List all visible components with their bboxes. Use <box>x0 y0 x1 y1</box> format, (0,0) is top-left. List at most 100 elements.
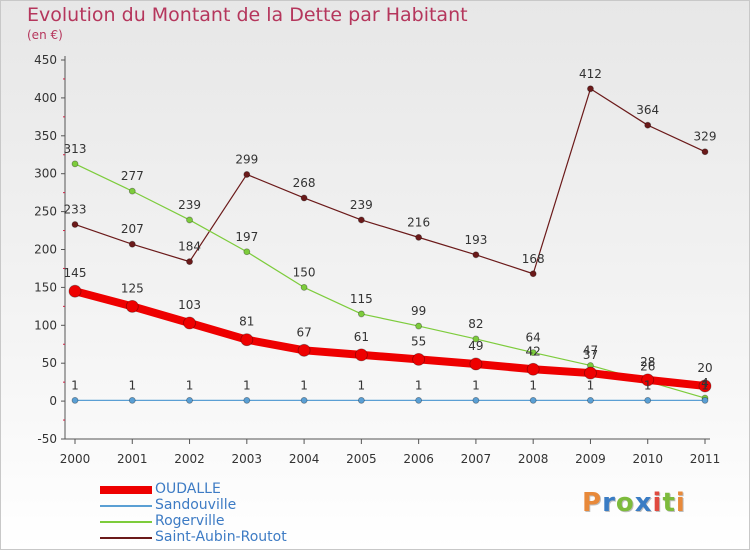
data-label-rogerville: 82 <box>468 317 483 331</box>
data-point-saint-aubin-routot <box>300 194 308 202</box>
data-label-oudalle: 103 <box>178 298 201 312</box>
data-point-rogerville <box>300 283 308 291</box>
x-tick-label: 2002 <box>174 452 205 466</box>
data-point-sandouville <box>128 396 136 404</box>
data-label-sandouville: 1 <box>701 378 709 392</box>
data-label-saint-aubin-routot: 207 <box>121 222 144 236</box>
data-label-sandouville: 1 <box>587 378 595 392</box>
data-label-rogerville: 26 <box>640 359 655 373</box>
data-label-sandouville: 1 <box>186 378 194 392</box>
x-tick-label: 2005 <box>346 452 377 466</box>
x-tick-label: 2008 <box>518 452 549 466</box>
y-tick-label: 50 <box>42 356 57 370</box>
y-tick-label: 450 <box>34 53 57 67</box>
data-point-oudalle <box>469 357 483 371</box>
data-label-rogerville: 197 <box>235 230 258 244</box>
data-label-sandouville: 1 <box>358 378 366 392</box>
chart-series <box>68 85 712 404</box>
x-tick-label: 2000 <box>60 452 91 466</box>
data-point-oudalle <box>183 316 196 330</box>
y-tick-label: 100 <box>34 318 57 332</box>
data-label-sandouville: 1 <box>415 378 423 392</box>
data-point-saint-aubin-routot <box>529 270 537 278</box>
data-label-saint-aubin-routot: 364 <box>636 103 659 117</box>
series-line-saint-aubin-routot <box>74 88 706 275</box>
legend-swatch-oudalle <box>100 486 152 494</box>
y-tick-label: 250 <box>34 205 57 219</box>
data-label-sandouville: 1 <box>529 378 537 392</box>
data-point-saint-aubin-routot <box>644 121 652 129</box>
data-label-oudalle: 37 <box>583 348 598 362</box>
data-point-sandouville <box>472 396 480 404</box>
data-label-saint-aubin-routot: 193 <box>464 233 487 247</box>
x-tick-label: 2006 <box>403 452 434 466</box>
data-point-sandouville <box>71 396 79 404</box>
logo-letter: P <box>582 488 603 518</box>
data-label-rogerville: 64 <box>526 331 541 345</box>
data-label-rogerville: 115 <box>350 292 373 306</box>
data-point-saint-aubin-routot <box>701 148 709 156</box>
data-point-rogerville <box>472 335 480 343</box>
data-label-sandouville: 1 <box>128 378 136 392</box>
data-label-rogerville: 4 <box>701 376 709 390</box>
data-point-rogerville <box>243 248 251 256</box>
x-tick-label: 2009 <box>575 452 606 466</box>
data-label-oudalle: 42 <box>526 344 541 358</box>
legend-label-sandouville: Sandouville <box>155 497 237 513</box>
x-tick-label: 2003 <box>232 452 263 466</box>
y-tick-label: 350 <box>34 129 57 143</box>
chart-axes: -50 0 50 100 150 200 250 300 350 400 450 2000 2001 20… <box>34 53 720 466</box>
data-point-oudalle <box>125 299 139 313</box>
data-point-sandouville <box>357 396 365 404</box>
data-point-saint-aubin-routot <box>128 240 136 248</box>
data-label-rogerville: 277 <box>121 169 144 183</box>
data-point-sandouville <box>644 396 652 404</box>
data-label-saint-aubin-routot: 268 <box>293 176 316 190</box>
series-line-rogerville <box>74 163 706 399</box>
series-sandouville <box>71 396 709 404</box>
data-label-saint-aubin-routot: 233 <box>64 202 87 216</box>
data-label-rogerville: 239 <box>178 198 201 212</box>
data-point-saint-aubin-routot <box>587 85 594 93</box>
data-point-oudalle <box>584 366 597 380</box>
data-point-saint-aubin-routot <box>71 221 79 228</box>
legend-swatch-sandouville <box>100 505 152 507</box>
y-tick-label: 400 <box>34 91 57 105</box>
data-point-saint-aubin-routot <box>472 251 480 259</box>
logo-letter: x <box>634 488 653 518</box>
legend-label-oudalle: OUDALLE <box>155 481 221 497</box>
data-point-oudalle <box>240 333 254 347</box>
data-point-rogerville <box>186 216 193 224</box>
data-point-sandouville <box>529 396 537 404</box>
data-point-oudalle <box>412 353 426 366</box>
data-label-saint-aubin-routot: 184 <box>178 240 201 254</box>
data-label-oudalle: 55 <box>411 334 426 348</box>
data-point-oudalle <box>698 379 712 393</box>
y-tick-label: 150 <box>34 280 57 294</box>
logo-letter: i <box>675 488 686 518</box>
data-point-sandouville <box>415 396 423 404</box>
data-label-sandouville: 1 <box>243 378 251 392</box>
data-point-saint-aubin-routot <box>415 233 423 241</box>
data-label-rogerville: 313 <box>64 142 87 156</box>
x-tick-label: 2010 <box>632 452 663 466</box>
chart-data-labels: 233 207 184 299 268 239 216 193 168 412 364 329 313 2… <box>64 67 717 393</box>
data-label-rogerville: 99 <box>411 304 426 318</box>
x-tick-label: 2001 <box>117 452 148 466</box>
data-label-oudalle: 145 <box>64 266 87 280</box>
y-tick-label: -50 <box>37 432 57 446</box>
data-point-oudalle <box>68 284 82 298</box>
data-point-sandouville <box>701 396 709 404</box>
series-rogerville <box>71 160 709 402</box>
logo-letter: o <box>615 488 635 518</box>
y-tick-label: 200 <box>34 243 57 257</box>
series-saint-aubin-routot <box>71 85 709 278</box>
data-label-oudalle: 125 <box>121 281 144 295</box>
legend-swatch-rogerville <box>100 521 152 523</box>
series-line-oudalle <box>71 287 709 390</box>
data-label-saint-aubin-routot: 239 <box>350 198 373 212</box>
data-point-saint-aubin-routot <box>357 216 365 224</box>
data-label-oudalle: 28 <box>640 355 655 369</box>
data-label-oudalle: 49 <box>468 339 483 353</box>
